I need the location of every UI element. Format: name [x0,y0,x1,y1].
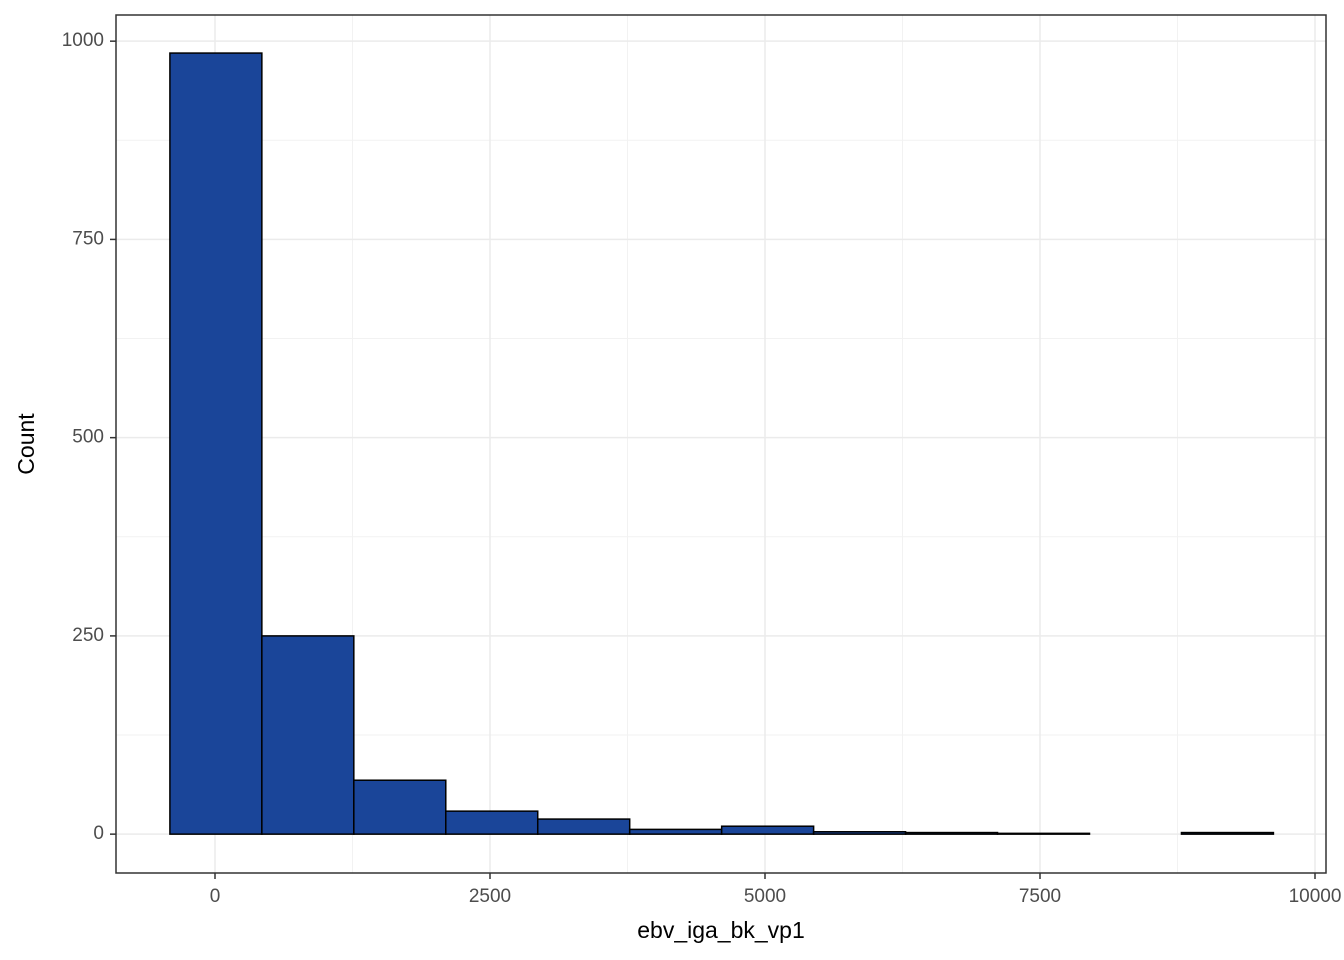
panel-border [115,14,1327,874]
y-tick-label: 750 [72,228,104,249]
bar [261,635,355,835]
y-axis-title: Count [13,413,39,475]
bar [904,831,999,835]
bar [720,825,815,835]
x-tick-label: 2500 [469,886,511,907]
bar [169,52,263,835]
x-tick-label: 10000 [1289,886,1342,907]
y-tick-label: 0 [93,823,104,844]
bar [353,779,447,835]
bar [536,818,631,835]
x-axis-title: ebv_iga_bk_vp1 [637,917,805,943]
x-tick-label: 5000 [744,886,786,907]
bar [628,828,723,835]
x-tick-label: 7500 [1019,886,1061,907]
bar [996,832,1091,835]
bar [445,810,539,835]
y-tick-label: 500 [72,427,104,448]
x-tick-label: 0 [210,886,221,907]
y-tick-label: 250 [72,625,104,646]
y-tick-label: 1000 [62,30,104,51]
bar [812,831,907,835]
bar [1180,831,1275,835]
